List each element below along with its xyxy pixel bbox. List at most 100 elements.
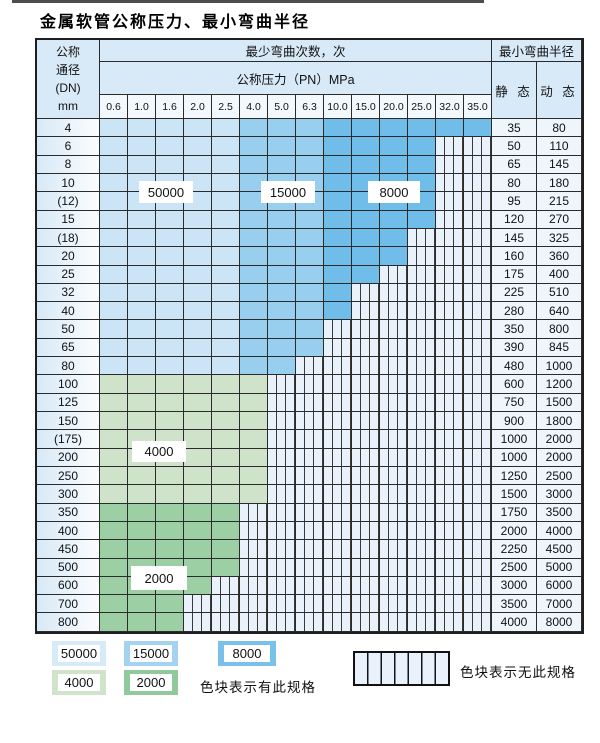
spec-cell: [324, 119, 352, 138]
spec-cell: [128, 155, 156, 174]
spec-cell: [268, 338, 296, 358]
static-value: 35: [492, 119, 537, 138]
no-spec-cell: [324, 412, 352, 431]
no-spec-cell: [464, 466, 492, 486]
spec-cell: [296, 283, 324, 303]
no-spec-cell: [464, 503, 492, 522]
spec-cell: [128, 375, 156, 394]
no-spec-cell: [268, 448, 296, 467]
spec-cell: [240, 247, 268, 266]
dynamic-value: 360: [537, 247, 582, 266]
static-value: 175: [492, 265, 537, 284]
no-spec-cell: [352, 521, 380, 541]
spec-cell: [184, 119, 212, 138]
no-spec-cell: [352, 448, 380, 467]
spec-cell: [100, 155, 128, 174]
header-pressure-value: 2.5: [212, 95, 240, 119]
spec-cell: [100, 412, 128, 431]
spec-cell: [268, 137, 296, 156]
spec-cell: [380, 210, 408, 229]
no-spec-cell: [436, 357, 464, 376]
header-pressure-value: 32.0: [436, 95, 464, 119]
no-spec-cell: [296, 448, 324, 467]
dynamic-value: 6000: [537, 576, 582, 596]
spec-cell: [240, 375, 268, 394]
dynamic-value: 180: [537, 173, 582, 193]
spec-cell: [380, 228, 408, 248]
dn-cell: 6: [37, 137, 100, 156]
no-spec-cell: [184, 613, 212, 632]
dynamic-value: 2000: [537, 448, 582, 467]
spec-cell: [240, 210, 268, 229]
static-value: 50: [492, 137, 537, 156]
no-spec-cell: [408, 448, 436, 467]
no-spec-cell: [324, 338, 352, 358]
dn-cell: 65: [37, 338, 100, 358]
spec-cell: [156, 283, 184, 303]
spec-cell: [240, 393, 268, 412]
static-value: 350: [492, 320, 537, 339]
no-spec-cell: [380, 485, 408, 504]
no-spec-cell: [352, 485, 380, 504]
no-spec-cell: [464, 155, 492, 174]
dn-cell: 32: [37, 283, 100, 303]
spec-cell: [128, 485, 156, 504]
no-spec-cell: [268, 595, 296, 614]
no-spec-cell: [408, 375, 436, 394]
spec-cell: [184, 247, 212, 266]
spec-cell: [184, 393, 212, 412]
spec-cell: [212, 302, 240, 321]
dynamic-value: 2000: [537, 430, 582, 449]
header-dn: 公称 通径 (DN) mm: [37, 40, 100, 119]
no-spec-cell: [268, 430, 296, 449]
spec-cell: [100, 228, 128, 248]
spec-cell: [156, 595, 184, 614]
spec-cell: [128, 503, 156, 522]
spec-cell: [100, 283, 128, 303]
no-spec-cell: [464, 448, 492, 467]
no-spec-cell: [380, 576, 408, 596]
spec-cell: [184, 485, 212, 504]
no-spec-cell: [352, 595, 380, 614]
spec-cell: [128, 338, 156, 358]
static-value: 280: [492, 302, 537, 321]
region-label-8000: 8000: [368, 181, 420, 203]
no-spec-cell: [380, 521, 408, 541]
no-spec-cell: [436, 192, 464, 211]
spec-cell: [352, 228, 380, 248]
spec-cell: [212, 393, 240, 412]
spec-cell: [184, 576, 212, 596]
no-spec-cell: [408, 485, 436, 504]
no-spec-cell: [296, 613, 324, 632]
no-spec-cell: [268, 375, 296, 394]
no-spec-cell: [352, 283, 380, 303]
no-spec-cell: [240, 521, 268, 541]
no-spec-cell: [436, 338, 464, 358]
spec-cell: [240, 119, 268, 138]
header-pressure-value: 1.6: [156, 95, 184, 119]
spec-cell: [156, 210, 184, 229]
no-spec-cell: [436, 485, 464, 504]
legend-swatch-8000: 8000: [218, 641, 276, 666]
no-spec-cell: [296, 357, 324, 376]
no-spec-cell: [464, 375, 492, 394]
top-rule: [12, 0, 484, 3]
spec-cell: [352, 210, 380, 229]
spec-cell: [100, 302, 128, 321]
spec-cell: [268, 210, 296, 229]
header-min-radius: 最小弯曲半径: [492, 40, 582, 62]
legend-no-spec-swatch: [353, 651, 450, 686]
no-spec-cell: [408, 228, 436, 248]
spec-cell: [324, 192, 352, 211]
no-spec-cell: [184, 595, 212, 614]
no-spec-cell: [380, 393, 408, 412]
spec-cell: [240, 228, 268, 248]
no-spec-cell: [408, 430, 436, 449]
spec-cell: [212, 192, 240, 211]
no-spec-cell: [464, 393, 492, 412]
no-spec-cell: [324, 448, 352, 467]
spec-cell: [240, 485, 268, 504]
spec-cell: [184, 448, 212, 467]
no-spec-cell: [380, 320, 408, 339]
spec-cell: [296, 119, 324, 138]
